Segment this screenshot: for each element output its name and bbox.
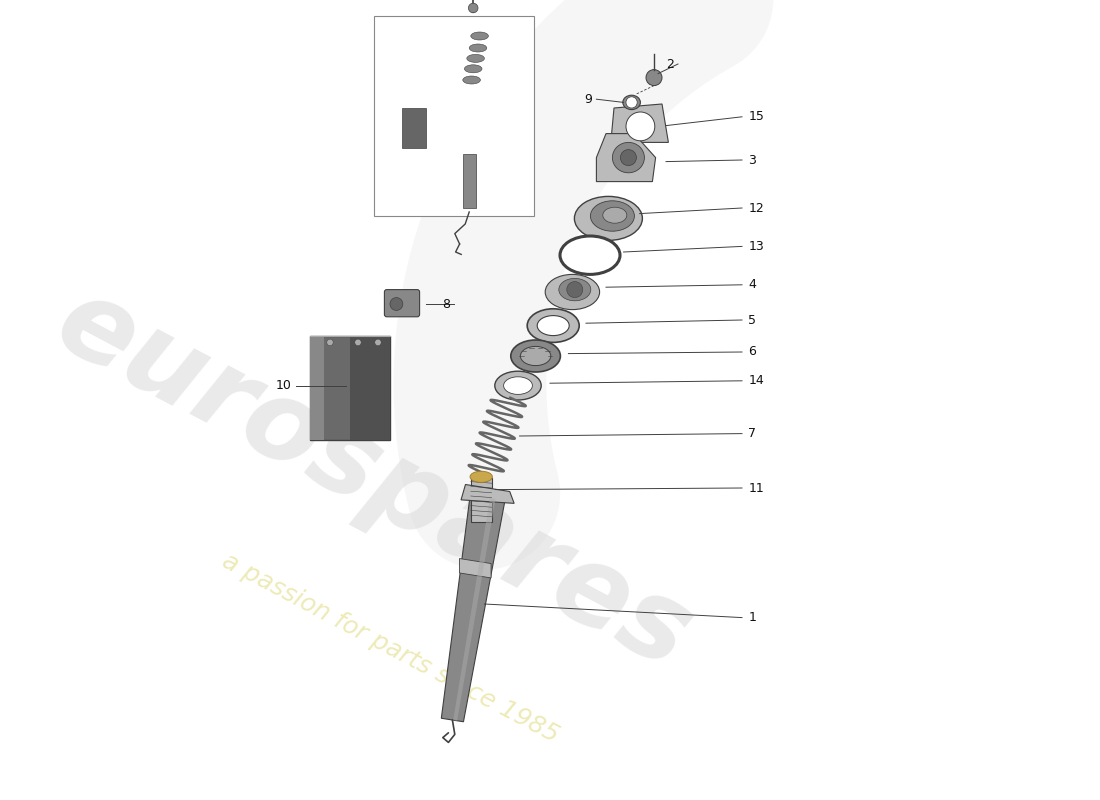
Circle shape — [566, 282, 583, 298]
Ellipse shape — [520, 346, 551, 366]
Text: 12: 12 — [748, 202, 764, 214]
Ellipse shape — [510, 340, 560, 372]
Bar — [463, 154, 475, 208]
Bar — [310, 336, 324, 440]
Circle shape — [646, 70, 662, 86]
Polygon shape — [471, 478, 492, 522]
Ellipse shape — [559, 278, 591, 301]
Polygon shape — [460, 558, 491, 578]
Polygon shape — [461, 485, 514, 503]
Ellipse shape — [560, 236, 620, 274]
Polygon shape — [441, 495, 505, 722]
Ellipse shape — [466, 54, 484, 62]
Circle shape — [327, 339, 333, 346]
Text: 4: 4 — [748, 278, 757, 291]
Text: 11: 11 — [748, 482, 764, 494]
Ellipse shape — [470, 471, 493, 482]
Ellipse shape — [464, 65, 482, 73]
Text: 8: 8 — [442, 298, 450, 310]
Bar — [350, 336, 390, 440]
Circle shape — [390, 298, 403, 310]
Ellipse shape — [546, 274, 600, 310]
Bar — [374, 16, 534, 216]
Ellipse shape — [537, 315, 569, 336]
Text: 6: 6 — [748, 346, 757, 358]
Ellipse shape — [613, 142, 645, 173]
Text: 9: 9 — [584, 93, 593, 106]
Text: eurospares: eurospares — [39, 268, 710, 692]
Text: a passion for parts since 1985: a passion for parts since 1985 — [218, 549, 562, 747]
Circle shape — [626, 97, 637, 108]
Ellipse shape — [504, 377, 532, 394]
Text: 15: 15 — [748, 110, 764, 123]
Circle shape — [620, 150, 637, 166]
FancyBboxPatch shape — [384, 290, 419, 317]
Text: 13: 13 — [748, 240, 764, 253]
Circle shape — [375, 339, 382, 346]
Text: 1: 1 — [748, 611, 757, 624]
Circle shape — [469, 3, 478, 13]
Text: 2: 2 — [667, 58, 674, 70]
Bar — [402, 108, 426, 148]
Text: 5: 5 — [748, 314, 757, 326]
Polygon shape — [453, 498, 495, 721]
Text: 3: 3 — [748, 154, 757, 166]
Ellipse shape — [623, 95, 640, 110]
Ellipse shape — [470, 44, 487, 52]
Ellipse shape — [603, 207, 627, 223]
Circle shape — [355, 339, 361, 346]
Ellipse shape — [471, 32, 488, 40]
Text: 14: 14 — [748, 374, 764, 387]
Ellipse shape — [495, 371, 541, 400]
Ellipse shape — [591, 201, 635, 231]
Ellipse shape — [463, 76, 481, 84]
Circle shape — [626, 112, 654, 141]
Bar — [310, 336, 390, 440]
Text: 7: 7 — [748, 427, 757, 440]
Ellipse shape — [574, 196, 642, 240]
Polygon shape — [596, 134, 656, 182]
Ellipse shape — [527, 309, 580, 342]
Polygon shape — [610, 104, 669, 142]
Text: 10: 10 — [276, 379, 292, 392]
